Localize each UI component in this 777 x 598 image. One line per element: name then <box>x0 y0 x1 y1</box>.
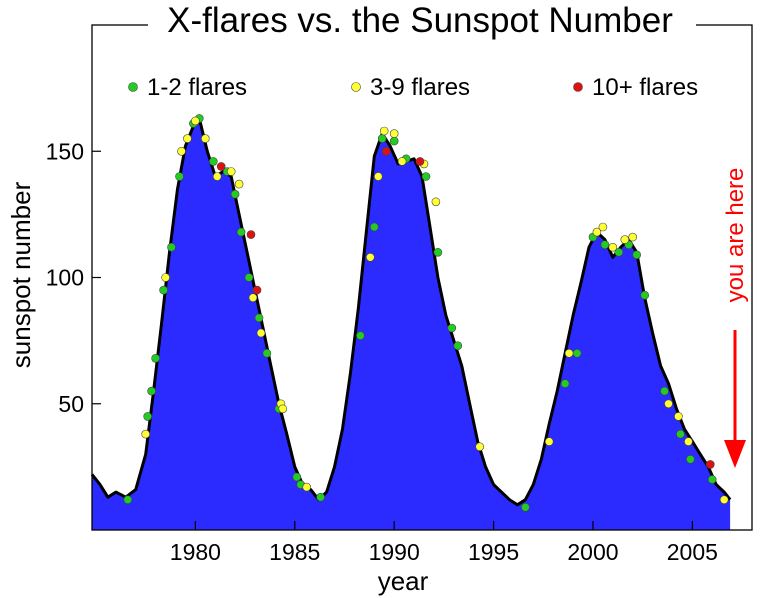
y-tick-label: 100 <box>46 265 84 291</box>
flare-point-green <box>209 157 218 166</box>
flare-point-yellow <box>620 235 630 244</box>
flare-point-red <box>705 460 715 469</box>
flare-point-yellow <box>564 348 574 358</box>
flare-point-green <box>159 285 168 295</box>
flare-point-green <box>560 379 570 388</box>
flare-point-yellow <box>201 134 210 143</box>
flare-point-yellow <box>684 437 693 446</box>
legend-label: 3-9 flares <box>370 74 470 101</box>
you-are-here-annotation: you are here <box>722 168 749 468</box>
x-tick-label: 1980 <box>170 539 221 565</box>
legend-marker <box>573 82 583 92</box>
flare-point-red <box>216 162 226 171</box>
flare-point-green <box>600 240 610 249</box>
flare-point-yellow <box>278 404 288 414</box>
flare-point-yellow <box>302 482 312 492</box>
legend-label: 1-2 flares <box>147 74 247 101</box>
flare-point-yellow <box>719 495 729 505</box>
flare-point-red <box>252 285 262 295</box>
flare-point-yellow <box>177 147 186 156</box>
flare-point-yellow <box>592 227 602 237</box>
flare-point-yellow <box>256 328 266 338</box>
title-backdrop <box>148 4 696 42</box>
flare-point-green <box>447 323 457 333</box>
flare-point-yellow <box>373 172 383 181</box>
flare-point-green <box>389 136 399 146</box>
flare-point-yellow <box>608 242 618 252</box>
flare-point-yellow <box>161 273 170 282</box>
flare-point-yellow <box>234 179 244 189</box>
plot-area <box>90 114 732 531</box>
x-tick-label: 2005 <box>667 539 718 565</box>
flare-point-green <box>262 348 272 358</box>
y-tick-label: 50 <box>58 391 84 417</box>
flare-point-yellow <box>191 116 200 126</box>
flare-point-green <box>236 227 246 237</box>
x-tick-label: 1990 <box>369 539 420 565</box>
flare-point-green <box>123 495 133 505</box>
x-tick-label: 1985 <box>269 539 320 565</box>
flare-point-green <box>614 248 624 257</box>
flare-point-green <box>254 313 264 323</box>
sunspot-area <box>92 118 731 531</box>
flare-point-yellow <box>248 293 258 303</box>
flare-point-yellow <box>544 437 554 446</box>
flare-point-green <box>572 348 582 358</box>
flare-point-green <box>640 290 650 300</box>
flare-point-green <box>377 134 387 143</box>
flare-point-yellow <box>628 232 638 242</box>
flare-point-yellow <box>475 442 485 452</box>
flare-point-yellow <box>598 222 608 232</box>
flare-point-yellow <box>183 134 192 143</box>
flare-point-green <box>147 386 156 396</box>
flare-point-green <box>143 412 152 421</box>
flare-point-green <box>230 189 240 199</box>
flare-point-red <box>415 157 425 166</box>
flare-point-green <box>632 250 642 260</box>
flare-point-green <box>421 172 431 181</box>
x-axis-label: year <box>378 566 429 596</box>
flare-point-yellow <box>664 399 673 409</box>
x-tick-label: 1995 <box>468 539 519 565</box>
flare-point-green <box>292 472 302 482</box>
flare-point-yellow <box>226 167 236 176</box>
annotation-text: you are here <box>722 168 749 303</box>
flare-point-green <box>356 331 365 340</box>
annotation-arrow-head <box>724 440 746 468</box>
axis-ticks: 1980 1985 1990 1995 2000 2005 50 100 150 <box>46 138 718 565</box>
x-tick-label: 2000 <box>567 539 618 565</box>
flare-point-green <box>707 475 717 484</box>
flare-point-green <box>686 454 695 464</box>
flare-point-green <box>167 242 176 252</box>
flare-point-green <box>521 502 530 512</box>
flare-point-yellow <box>397 157 407 166</box>
flare-point-green <box>433 248 443 257</box>
flare-point-red <box>381 147 391 156</box>
legend-marker <box>128 82 138 92</box>
flare-point-green <box>244 273 254 282</box>
flare-point-green <box>660 386 669 396</box>
flare-point-yellow <box>431 197 441 207</box>
flare-point-yellow <box>674 412 683 421</box>
flare-point-yellow <box>141 429 150 439</box>
flare-point-yellow <box>212 172 222 181</box>
legend-label: 10+ flares <box>592 74 698 101</box>
flare-point-green <box>369 222 379 232</box>
flare-point-green <box>316 492 325 502</box>
flare-point-green <box>175 172 184 181</box>
flare-point-yellow <box>389 129 399 138</box>
flare-point-green <box>151 353 160 363</box>
flare-point-yellow <box>379 126 389 136</box>
flare-point-green <box>453 341 463 351</box>
flare-point-green <box>676 429 685 439</box>
flare-point-red <box>246 230 256 239</box>
legend: 1-2 flares 3-9 flares 10+ flares <box>128 74 698 101</box>
chart-title: X-flares vs. the Sunspot Number <box>167 1 673 40</box>
legend-marker <box>351 82 361 92</box>
y-tick-label: 150 <box>46 138 84 164</box>
flare-point-yellow <box>365 252 375 262</box>
y-axis-label: sunspot number <box>6 181 36 368</box>
